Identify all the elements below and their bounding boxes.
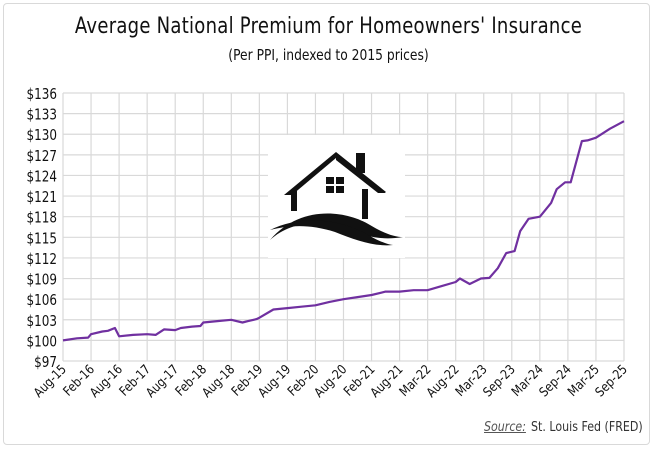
- source-text: St. Louis Fed (FRED): [531, 420, 643, 435]
- x-tick-label: Sep-23: [480, 362, 518, 400]
- y-tick-label: $133: [26, 106, 57, 124]
- x-tick-label: Sep-24: [536, 362, 574, 400]
- x-tick-label: Aug-18: [199, 362, 238, 401]
- x-axis-labels: Aug-15Feb-16Aug-16Feb-17Aug-17Feb-18Aug-…: [31, 362, 631, 401]
- y-tick-label: $130: [26, 127, 57, 145]
- y-tick-label: $118: [26, 209, 57, 227]
- x-tick-label: Sep-25: [592, 362, 630, 400]
- source-label: Source:: [484, 420, 527, 435]
- y-tick-label: $100: [26, 333, 57, 351]
- y-axis-labels: $97 $100 $103 $106 $109 $112 $115 $118 $121 $124 $…: [26, 86, 57, 372]
- chart-frame: [3, 3, 650, 445]
- y-tick-label: $97: [34, 354, 57, 372]
- house-icon: [268, 135, 405, 258]
- x-tick-label: Aug-20: [311, 362, 350, 401]
- y-tick-label: $127: [26, 148, 57, 166]
- chart-subtitle: (Per PPI, indexed to 2015 prices): [228, 46, 429, 64]
- series-line-premium: [62, 120, 625, 342]
- source-note: Source: St. Louis Fed (FRED): [484, 420, 643, 435]
- x-tick-label: Aug-16: [87, 362, 126, 401]
- y-tick-label: $124: [26, 168, 57, 186]
- y-tick-label: $103: [26, 313, 57, 331]
- y-tick-label: $106: [26, 292, 57, 310]
- chart-title: Average National Premium for Homeowners'…: [74, 14, 583, 39]
- y-tick-label: $112: [26, 251, 57, 269]
- x-tick-label: Aug-22: [423, 362, 462, 401]
- x-tick-label: Aug-17: [143, 362, 182, 401]
- y-tick-label: $136: [26, 86, 57, 104]
- y-tick-label: $121: [26, 189, 57, 207]
- y-tick-label: $109: [26, 271, 57, 289]
- x-tick-label: Aug-19: [255, 362, 294, 401]
- x-tick-label: Aug-21: [367, 362, 406, 401]
- y-tick-label: $115: [26, 230, 57, 248]
